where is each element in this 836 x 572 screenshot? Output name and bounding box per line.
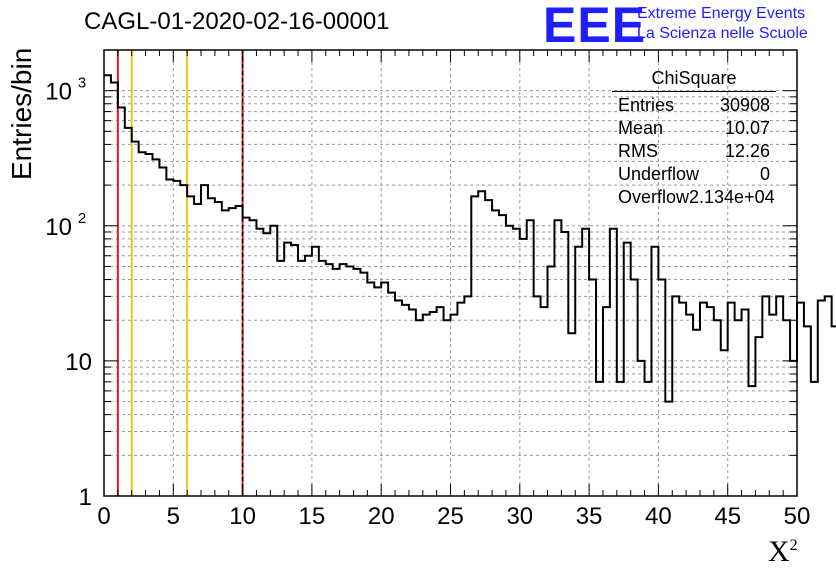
logo-line-1: Extreme Energy Events — [637, 5, 806, 22]
x-tick-label: 40 — [645, 503, 672, 530]
y-tick-exponent: 2 — [78, 210, 86, 227]
stats-row: RMS 12.26 — [612, 140, 776, 163]
cut-lines — [116, 50, 244, 496]
chart-title: CAGL-01-2020-02-16-00001 — [84, 8, 390, 35]
stats-row: Entries 30908 — [612, 94, 776, 117]
stats-label: Entries — [618, 95, 675, 115]
stats-value: 30908 — [719, 95, 770, 115]
x-axis-label-text: X — [768, 535, 790, 568]
stats-divider — [612, 91, 776, 92]
x-tick-label: 30 — [506, 503, 533, 530]
x-tick-label: 20 — [368, 503, 395, 530]
stats-label: RMS — [618, 141, 658, 161]
x-axis-label-exponent: 2 — [789, 537, 798, 554]
stats-value: 10.07 — [724, 118, 770, 138]
stats-title: ChiSquare — [651, 68, 737, 88]
stats-row: Underflow 0 — [612, 163, 776, 186]
logo-line-2: La Scienza nelle Scuole — [637, 25, 808, 42]
x-tick-label: 10 — [229, 503, 256, 530]
x-tick-label: 5 — [167, 503, 180, 530]
y-tick-label: 10 — [65, 349, 92, 376]
x-tick-label: 0 — [97, 503, 110, 530]
stats-value: 2.134e+04 — [689, 187, 775, 207]
axis-tick-labels: 0 5 10 15 20 25 30 35 40 45 50 1 10 10 2 10 3 — [45, 75, 810, 530]
stats-box: ChiSquare Entries 30908 Mean 10.07 RMS 12.2… — [612, 68, 776, 209]
stats-label: Mean — [618, 118, 664, 138]
histogram-series — [104, 74, 836, 403]
stats-label: Underflow — [618, 164, 700, 184]
stats-value: 12.26 — [724, 141, 770, 161]
x-tick-label: 35 — [576, 503, 603, 530]
stats-value: 0 — [759, 164, 770, 184]
x-axis-label: X2 — [768, 535, 798, 569]
y-tick-label: 1 — [79, 484, 92, 511]
stats-row: Mean 10.07 — [612, 117, 776, 140]
y-tick-label: 10 — [45, 214, 72, 241]
x-tick-label: 50 — [784, 503, 811, 530]
x-tick-label: 45 — [714, 503, 741, 530]
y-axis-label: Entries/bin — [6, 47, 37, 180]
stats-label: Overflow — [618, 187, 690, 207]
y-tick-exponent: 3 — [78, 75, 86, 92]
stats-row: Overflow 2.134e+04 — [612, 186, 776, 209]
axis-ticks — [103, 49, 798, 497]
y-tick-label: 10 — [45, 79, 72, 106]
x-tick-label: 25 — [437, 503, 464, 530]
x-tick-label: 15 — [299, 503, 326, 530]
eee-logo: EEE — [543, 0, 647, 53]
